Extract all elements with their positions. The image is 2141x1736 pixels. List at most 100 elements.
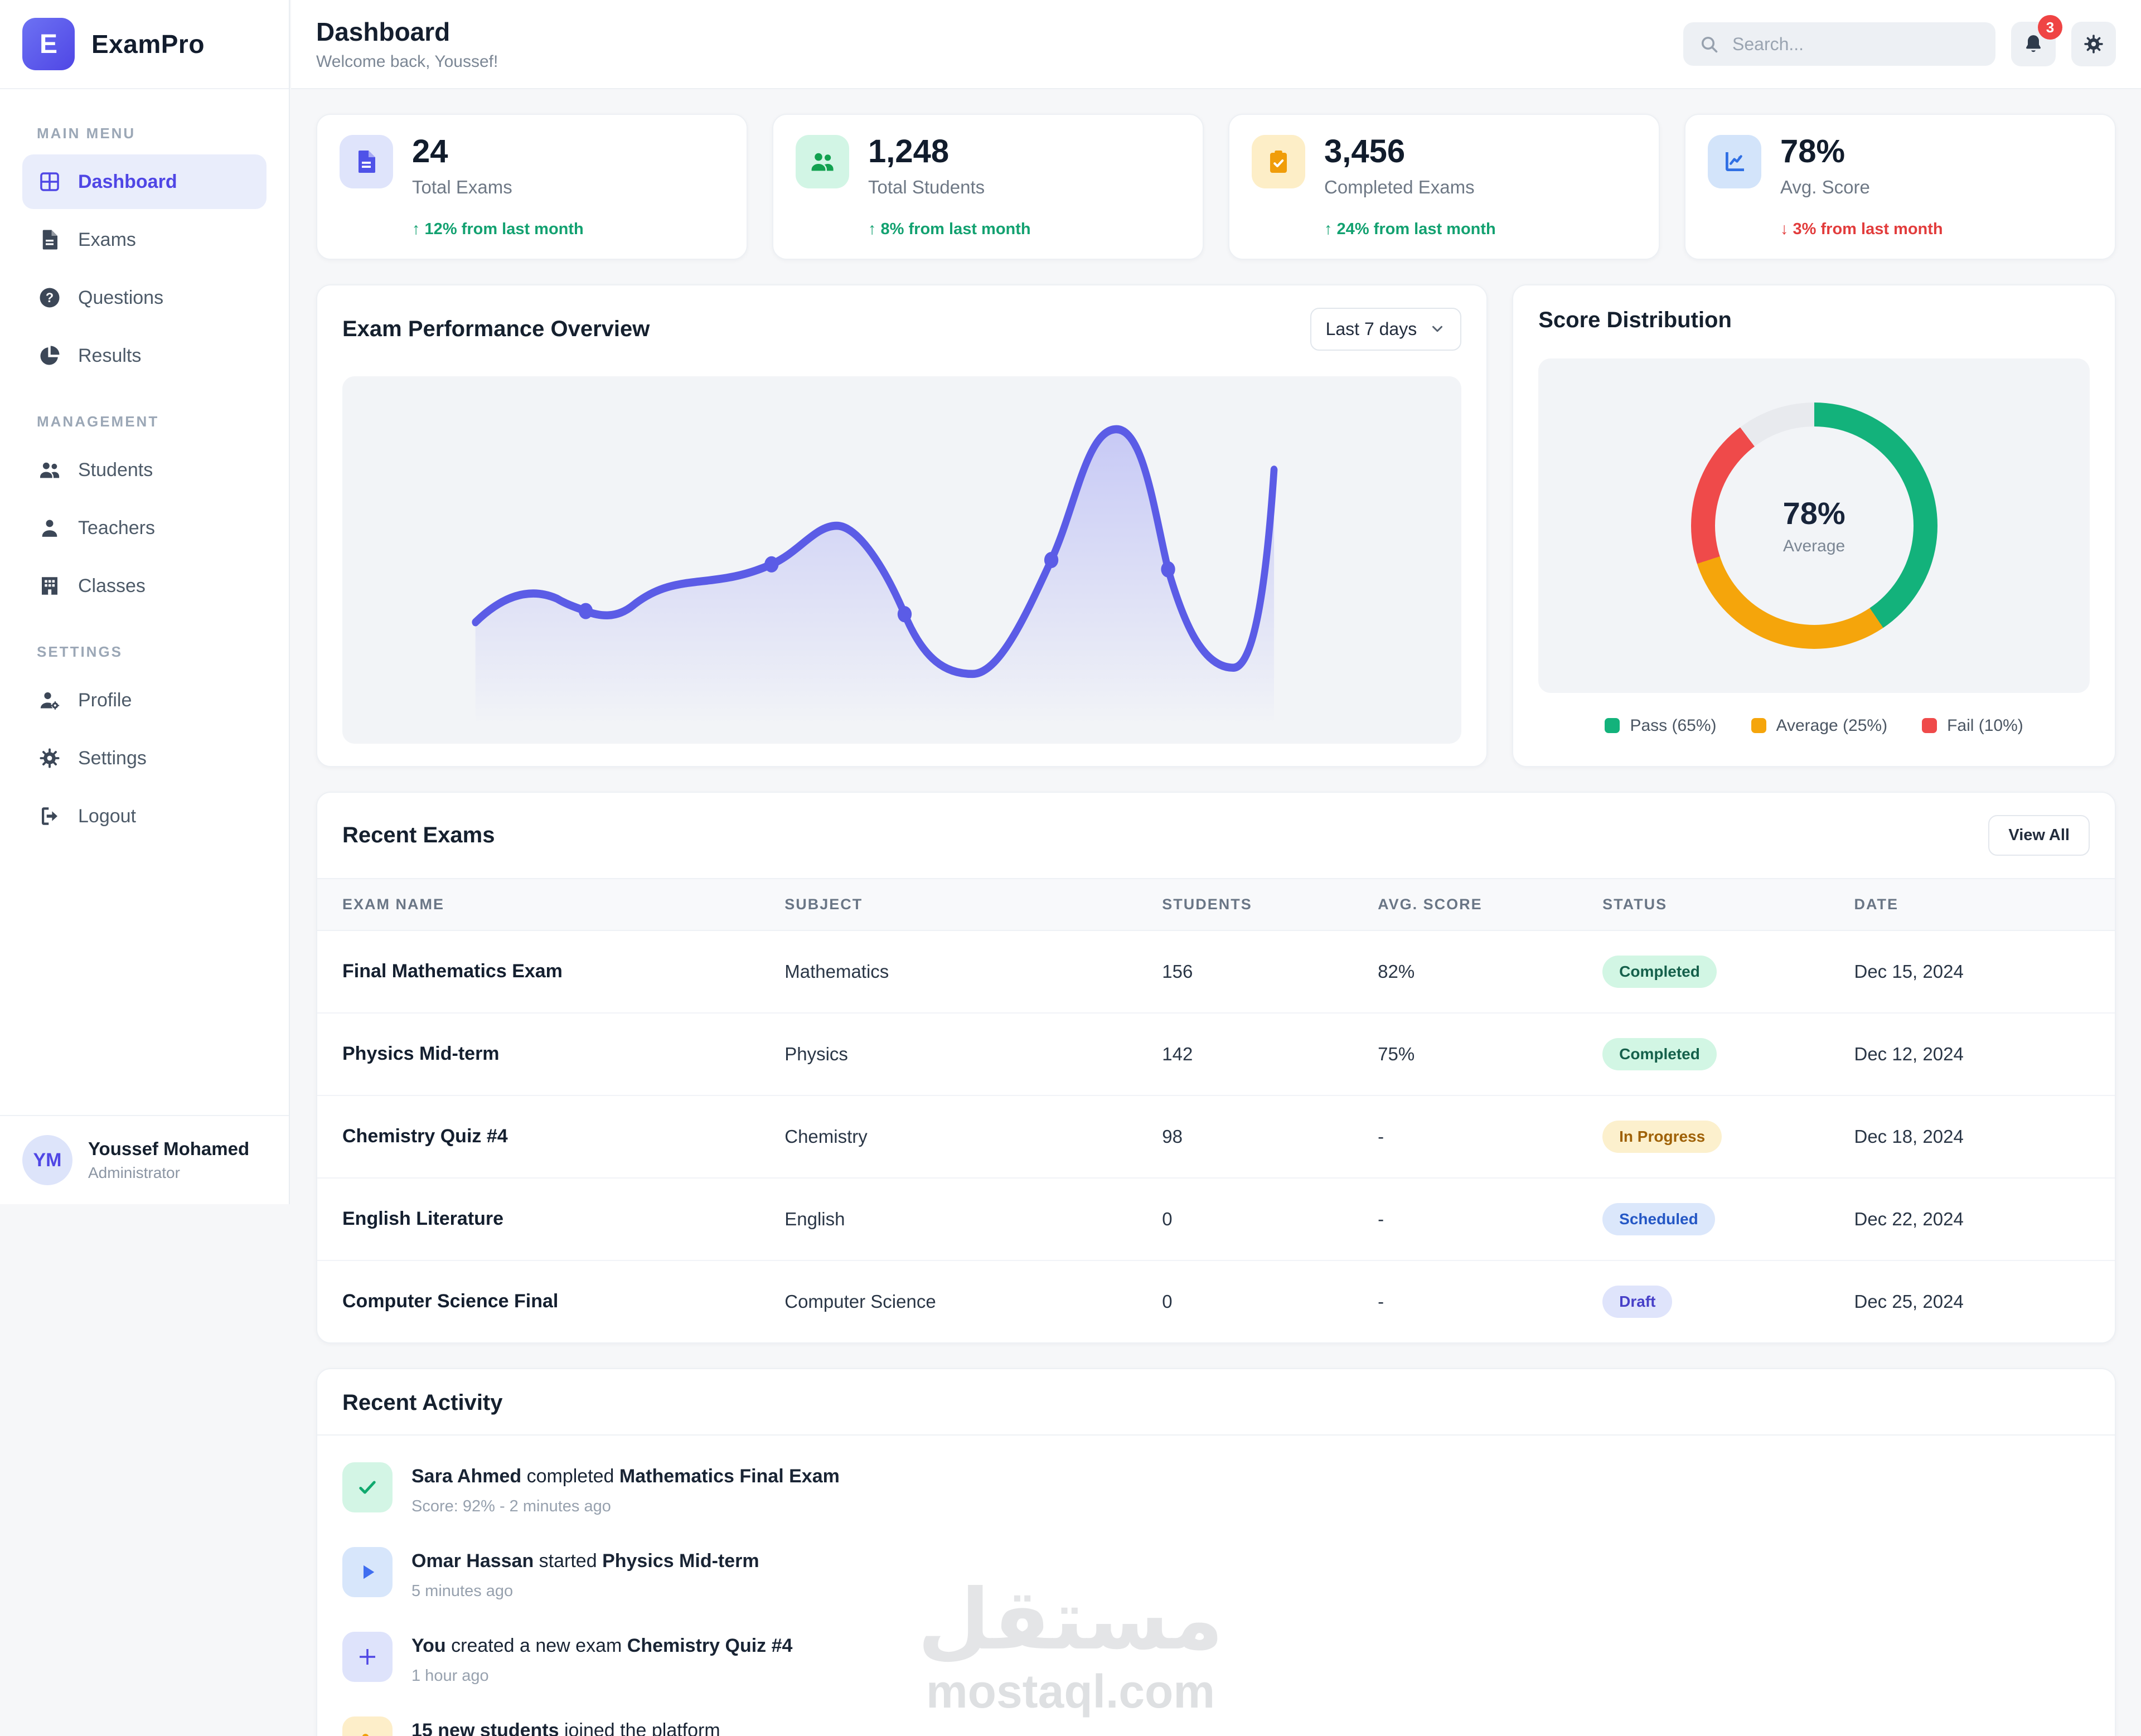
view-all-button[interactable]: View All [1988,814,2090,856]
date-range-select[interactable]: Last 7 days [1310,307,1462,351]
sidebar-item-teachers[interactable]: Teachers [22,501,267,555]
activity-verb: completed [521,1465,619,1487]
nav-section-main-menu: MAIN MENU [37,125,136,142]
stat-card-total-students: 1,248 Total Students ↑ 8% from last mont… [772,114,1204,260]
stat-card-total-exams: 24 Total Exams ↑ 12% from last month [316,114,748,260]
header-actions: 3 [1683,15,2116,66]
score-donut: 78% Average [1690,402,1937,649]
sidebar-item-students[interactable]: Students [22,443,267,497]
subject-cell: Computer Science [784,1291,936,1312]
score-cell: 75% [1378,1012,1603,1096]
pie-chart-icon [38,344,61,367]
status-cell: In Progress [1602,1095,1854,1179]
app-logo-letter: E [39,29,57,59]
performance-fill [475,429,1275,725]
date-range-value: Last 7 days [1325,318,1417,339]
status-badge: In Progress [1602,1120,1722,1153]
sidebar-item-label: Teachers [78,517,155,539]
score-card-head: Score Distribution [1538,308,2090,333]
recent-exams-table: EXAM NAME SUBJECT STUDENTS AVG. SCORE ST… [317,877,2115,1342]
sidebar-item-label: Results [78,345,142,366]
sidebar-item-results[interactable]: Results [22,328,267,383]
activity-actor: You [411,1635,446,1656]
recent-exams-title: Recent Exams [342,822,495,847]
users-icon [796,135,849,188]
score-cell: - [1378,1177,1603,1261]
sidebar-item-profile[interactable]: Profile [22,673,267,728]
column-header-students: STUDENTS [1162,877,1378,931]
users-icon [38,458,61,482]
stat-value: 24 [412,133,448,169]
sidebar-item-label: Classes [78,575,146,597]
list-item: Sara Ahmed completed Mathematics Final E… [342,1462,2090,1516]
sidebar-item-settings[interactable]: Settings [22,731,267,785]
students-cell: 0 [1162,1291,1173,1312]
donut-panel: 78% Average [1538,358,2090,693]
legend-chip [1751,718,1766,734]
stat-body: 1,248 Total Students ↑ 8% from last mont… [868,134,1031,239]
plus-icon [342,1631,393,1682]
sidebar-item-logout[interactable]: Logout [22,789,267,843]
recent-activity-head: Recent Activity [317,1369,2115,1436]
search-input[interactable] [1731,33,1980,55]
legend-label: Average (25%) [1776,716,1888,735]
stat-delta: ↑ 24% from last month [1324,220,1496,238]
notification-badge: 3 [2038,15,2062,40]
students-cell: 156 [1162,930,1378,1014]
activity-body: Sara Ahmed completed Mathematics Final E… [411,1462,840,1516]
notifications-button[interactable]: 3 [2011,15,2062,66]
sidebar-item-label: Logout [78,805,136,827]
search-box[interactable] [1683,22,1995,66]
list-item: Omar Hassan started Physics Mid-term 5 m… [342,1546,2090,1601]
sidebar-item-label: Students [78,459,153,481]
file-icon [340,135,393,188]
donut-legend: Pass (65%) Average (25%) Fail (10%) [1538,716,2090,735]
performance-card-head: Exam Performance Overview Last 7 days [342,307,1462,351]
table-row[interactable]: Computer Science Final Computer Science … [317,1260,2115,1342]
donut-center: 78% Average [1714,426,1914,625]
search-icon [1701,36,1718,53]
chevron-down-icon [1432,326,1443,332]
page-subtitle: Welcome back, Youssef! [316,52,498,71]
subject-cell: Mathematics [784,930,1162,1014]
table-row[interactable]: Final Mathematics Exam Mathematics 156 8… [317,930,2115,1014]
activity-actor: 15 new students [411,1719,559,1736]
table-row[interactable]: Chemistry Quiz #4 Chemistry 98 - In Prog… [317,1095,2115,1179]
legend-label: Pass (65%) [1630,716,1717,735]
sidebar-item-label: Settings [78,747,147,769]
grid-icon [38,170,61,193]
column-header-subject: SUBJECT [784,877,1162,931]
sidebar-item-exams[interactable]: Exams [22,212,267,267]
performance-title: Exam Performance Overview [342,316,650,341]
sidebar-item-questions[interactable]: ? Questions [22,270,267,325]
legend-item-pass: Pass (65%) [1605,716,1717,735]
status-cell: Completed [1602,930,1854,1014]
score-cell: - [1378,1291,1384,1312]
svg-text:?: ? [46,291,54,306]
main-content: 24 Total Exams ↑ 12% from last month 1,2… [291,90,2141,1736]
sidebar-item-dashboard[interactable]: Dashboard [22,154,267,209]
donut-center-value: 78% [1782,496,1845,531]
header-titles: Dashboard Welcome back, Youssef! [316,17,498,71]
legend-chip [1605,718,1620,734]
table-row[interactable]: English Literature English 0 - Scheduled… [317,1177,2115,1261]
activity-object: Mathematics Final Exam [619,1465,840,1487]
sidebar-item-label: Dashboard [78,171,177,192]
activity-object: Physics Mid-term [602,1550,759,1572]
activity-actor: Sara Ahmed [411,1465,522,1487]
logout-icon [38,804,61,828]
stat-body: 3,456 Completed Exams ↑ 24% from last mo… [1324,134,1496,239]
sidebar-item-classes[interactable]: Classes [22,559,267,613]
table-row[interactable]: Physics Mid-term Physics 142 75% Complet… [317,1012,2115,1096]
exam-name-cell: Chemistry Quiz #4 [317,1095,785,1179]
settings-button[interactable] [2071,22,2116,66]
app-logo-icon: E [22,18,75,70]
students-cell: 0 [1162,1177,1378,1261]
activity-text: Sara Ahmed completed Mathematics Final E… [411,1466,840,1487]
gear-icon [2084,35,2103,54]
column-header-avg-score: AVG. SCORE [1378,877,1603,931]
sidebar-user[interactable]: YM Youssef Mohamed Administrator [0,1115,289,1204]
stat-delta: ↓ 3% from last month [1780,220,1943,238]
activity-verb: joined the platform [559,1719,720,1736]
